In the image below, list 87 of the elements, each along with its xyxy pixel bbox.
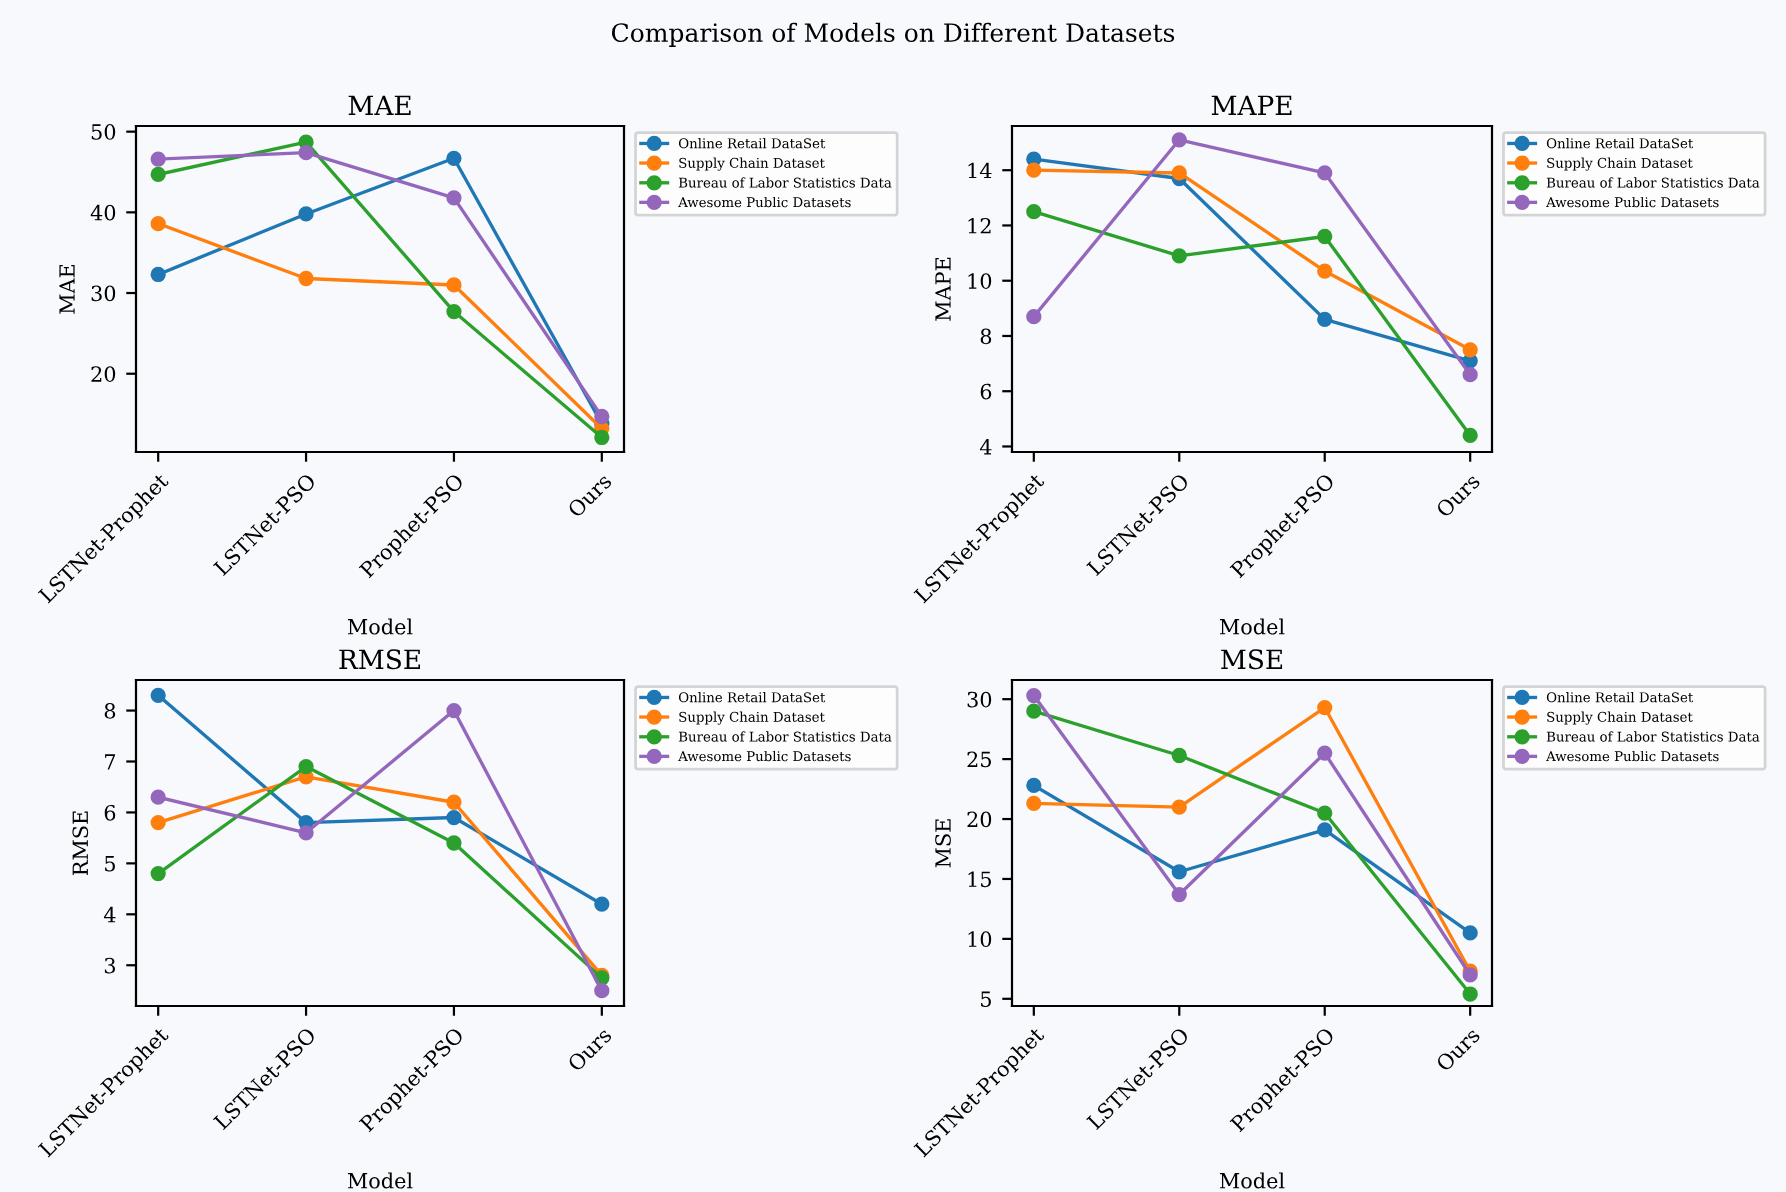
point bbox=[594, 429, 610, 446]
point bbox=[446, 702, 462, 719]
point bbox=[150, 814, 166, 831]
point bbox=[150, 151, 166, 167]
point bbox=[1026, 687, 1042, 704]
point bbox=[1171, 799, 1187, 815]
point bbox=[1462, 986, 1478, 1002]
point bbox=[1317, 805, 1333, 821]
y-tick-label: 4 bbox=[979, 438, 992, 455]
point bbox=[1462, 925, 1478, 941]
point bbox=[1026, 777, 1042, 794]
point bbox=[150, 687, 166, 703]
y-tick-label: 30 bbox=[91, 285, 116, 302]
point bbox=[1462, 342, 1478, 358]
y-tick-label: 3 bbox=[104, 957, 116, 974]
point bbox=[298, 758, 314, 775]
y-axis-title: MAPE bbox=[935, 257, 951, 321]
point bbox=[150, 216, 166, 232]
point bbox=[1317, 745, 1333, 761]
y-tick-label: 4 bbox=[103, 906, 116, 923]
point bbox=[594, 896, 610, 912]
x-axis-title: Model bbox=[347, 618, 413, 635]
chart-title: MSE bbox=[1221, 649, 1283, 670]
point bbox=[1171, 132, 1187, 148]
y-tick-label: 5 bbox=[981, 991, 991, 1008]
point bbox=[1026, 162, 1042, 178]
x-axis-title: Model bbox=[347, 1172, 413, 1189]
point bbox=[1462, 427, 1478, 444]
y-tick-label: 5 bbox=[105, 856, 115, 872]
point bbox=[298, 206, 314, 222]
text: Comparison of Models on Different Datasets bbox=[611, 22, 1175, 47]
point bbox=[1317, 311, 1333, 328]
y-tick-label: 7 bbox=[105, 754, 116, 770]
y-tick-label: 20 bbox=[91, 366, 116, 382]
point bbox=[150, 166, 166, 183]
point bbox=[298, 144, 314, 161]
point bbox=[446, 277, 462, 293]
point bbox=[298, 270, 314, 287]
point bbox=[1171, 248, 1187, 264]
point bbox=[1026, 703, 1042, 719]
y-tick-label: 40 bbox=[90, 204, 116, 221]
point bbox=[1026, 795, 1042, 812]
point bbox=[298, 825, 314, 841]
point bbox=[1317, 699, 1333, 716]
y-tick-label: 25 bbox=[967, 751, 991, 768]
y-tick-label: 8 bbox=[980, 328, 992, 345]
point bbox=[1171, 747, 1187, 764]
point bbox=[446, 809, 462, 826]
point bbox=[446, 150, 462, 166]
point bbox=[1171, 864, 1187, 880]
point bbox=[150, 266, 166, 283]
y-tick-label: 10 bbox=[968, 931, 992, 948]
y-tick-label: 6 bbox=[980, 383, 992, 400]
point bbox=[446, 794, 462, 810]
point bbox=[1171, 165, 1187, 181]
y-tick-label: 15 bbox=[968, 871, 991, 888]
point bbox=[594, 408, 610, 425]
point bbox=[594, 983, 610, 999]
point bbox=[150, 865, 166, 882]
point bbox=[1026, 204, 1042, 220]
point bbox=[446, 303, 462, 320]
point bbox=[1317, 263, 1333, 279]
y-tick-label: 10 bbox=[968, 273, 992, 289]
chart-title: MAPE bbox=[1211, 95, 1292, 115]
y-tick-label: 20 bbox=[967, 811, 992, 828]
x-axis-title: Model bbox=[1219, 618, 1285, 635]
point bbox=[150, 789, 166, 805]
point bbox=[1462, 367, 1478, 383]
point bbox=[1317, 228, 1333, 245]
y-tick-label: 12 bbox=[968, 217, 991, 234]
y-tick-label: 6 bbox=[104, 804, 116, 821]
y-axis-title: MSE bbox=[935, 819, 951, 868]
point bbox=[1317, 822, 1333, 838]
y-tick-label: 14 bbox=[968, 162, 992, 179]
y-axis-title: MAE bbox=[59, 264, 75, 314]
point bbox=[1317, 165, 1333, 181]
y-tick-label: 30 bbox=[967, 691, 992, 708]
chart-title: RMSE bbox=[339, 649, 420, 670]
y-tick-label: 8 bbox=[104, 703, 116, 719]
x-axis-title: Model bbox=[1219, 1172, 1285, 1189]
point bbox=[446, 835, 462, 851]
y-tick-label: 50 bbox=[91, 124, 116, 140]
chart-title: MAE bbox=[348, 95, 411, 115]
y-axis-title: RMSE bbox=[72, 811, 89, 876]
point bbox=[446, 190, 462, 206]
point bbox=[1026, 308, 1042, 325]
point bbox=[1171, 886, 1187, 903]
